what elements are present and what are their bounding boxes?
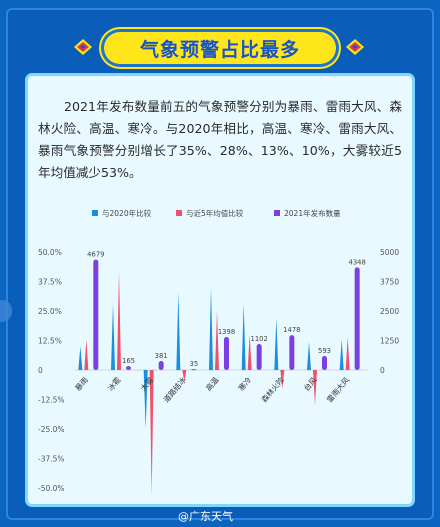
- legend-swatch: [92, 210, 98, 216]
- data-label: 165: [122, 357, 135, 365]
- legend-label: 2021年发布数量: [284, 208, 341, 218]
- bar-vs-5yr-avg: [84, 339, 89, 370]
- legend-label: 与2020年比较: [102, 208, 152, 218]
- category-label: 雷雨大风: [324, 374, 351, 404]
- left-deco-icon: [74, 39, 92, 55]
- data-label: 593: [318, 347, 331, 355]
- title-banner: 气象预警占比最多: [104, 32, 336, 64]
- right-tick-label: 3750: [380, 278, 399, 287]
- data-label: 35: [190, 360, 199, 368]
- source-credit: @广东天气: [178, 510, 233, 523]
- left-tick-label: 0: [38, 366, 43, 375]
- data-label: 4679: [87, 251, 104, 259]
- category-label: 高温: [203, 374, 221, 392]
- right-tick-label: 1250: [380, 337, 399, 346]
- content-panel: [28, 76, 412, 504]
- page-title: 气象预警占比最多: [139, 38, 300, 61]
- left-tick-label: -25.0%: [38, 425, 65, 434]
- legend-label: 与近5年均值比较: [186, 208, 244, 218]
- bar-2021-count: [322, 356, 327, 370]
- bar-vs-2020: [339, 339, 344, 370]
- left-tick-label: -12.5%: [38, 396, 65, 405]
- left-tick-label: 25.0%: [38, 307, 62, 316]
- bar-2021-count: [289, 335, 295, 370]
- bar-vs-2020: [274, 318, 279, 370]
- data-label: 1102: [251, 335, 268, 343]
- bar-2021-count: [126, 366, 131, 370]
- bar-vs-2020: [209, 287, 213, 370]
- category-label: 暴雨: [73, 375, 90, 393]
- bar-vs-2020: [307, 341, 311, 370]
- data-label: 1398: [218, 328, 235, 336]
- data-label: 4348: [349, 258, 366, 266]
- data-label: 1478: [283, 326, 300, 334]
- bar-2021-count: [354, 267, 360, 370]
- bar-chart: 与2020年比较 与近5年均值比较 2021年发布数量 50.0% 37.5% 25.0%…: [38, 208, 399, 496]
- legend-swatch: [176, 210, 182, 216]
- category-label: 道路结冰: [161, 374, 188, 404]
- category-label: 寒冷: [236, 374, 254, 392]
- description-text: 2021年发布数量前五的气象预警分别为暴雨、雷雨大风、森林火险、高温、寒冷。与2…: [38, 99, 402, 180]
- right-tick-label: 0: [380, 366, 385, 375]
- left-tick-label: -37.5%: [38, 455, 65, 464]
- bar-vs-5yr-avg: [247, 334, 252, 370]
- bar-vs-5yr-avg: [215, 311, 219, 370]
- bar-2021-count: [256, 343, 262, 370]
- category-label: 冰雹: [105, 374, 123, 392]
- bar-vs-5yr-avg: [182, 370, 187, 382]
- right-deco-icon: [346, 39, 364, 55]
- right-tick-label: 5000: [380, 248, 399, 257]
- bar-2021-count: [224, 337, 229, 370]
- bar-vs-2020: [176, 292, 181, 370]
- side-decoration: [0, 300, 12, 322]
- bar-vs-2020: [111, 303, 115, 370]
- bar-2021-count: [158, 361, 164, 370]
- left-tick-label: 50.0%: [38, 248, 62, 257]
- bar-vs-5yr-avg: [313, 370, 317, 406]
- left-tick-label: 12.5%: [38, 337, 62, 346]
- bar-vs-5yr-avg: [280, 370, 285, 389]
- legend-swatch: [274, 210, 280, 216]
- bar-vs-5yr-avg: [345, 336, 350, 370]
- right-tick-label: 2500: [380, 307, 399, 316]
- data-label: 381: [155, 352, 168, 360]
- bar-vs-5yr-avg: [149, 370, 154, 496]
- category-label: 森林火险: [259, 374, 286, 404]
- bar-vs-2020: [241, 303, 246, 370]
- bar-vs-2020: [78, 346, 83, 370]
- bar-vs-2020: [143, 370, 148, 429]
- left-tick-label: -50.0%: [38, 484, 65, 493]
- bar-2021-count: [191, 369, 197, 371]
- bar-vs-5yr-avg: [117, 270, 121, 370]
- bar-2021-count: [93, 259, 99, 370]
- left-tick-label: 37.5%: [38, 278, 62, 287]
